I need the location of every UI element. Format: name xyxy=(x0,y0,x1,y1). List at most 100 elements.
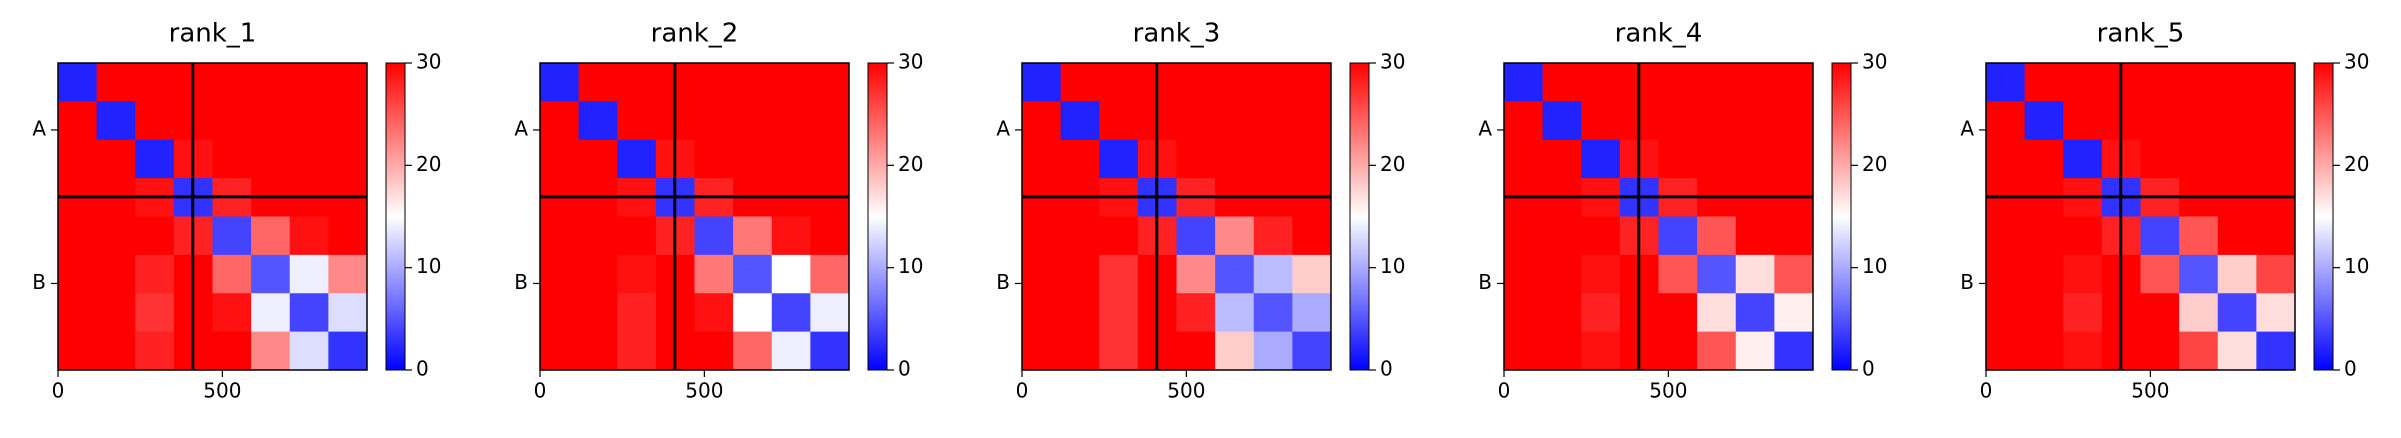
heatmap-cell xyxy=(289,63,329,102)
heatmap-cell xyxy=(771,216,811,256)
heatmap-cell xyxy=(1986,331,2026,371)
heatmap-cell xyxy=(58,139,98,179)
colorbar-tick-label: 10 xyxy=(416,254,441,278)
heatmap-cell xyxy=(2140,293,2180,333)
heatmap-cell xyxy=(2217,139,2257,179)
colorbar-tick-label: 30 xyxy=(1380,50,1405,74)
heatmap-cell xyxy=(135,216,175,256)
heatmap-cell xyxy=(289,331,329,371)
y-tick-label: A xyxy=(514,116,528,140)
heatmap-cell xyxy=(289,293,329,333)
heatmap-cell xyxy=(2063,254,2103,294)
colorbar xyxy=(1349,62,1370,371)
heatmap-cell xyxy=(2063,293,2103,333)
colorbar xyxy=(385,62,406,371)
heatmap-cell xyxy=(1542,331,1582,371)
heatmap-cell xyxy=(617,216,657,256)
heatmap-cell xyxy=(1099,101,1139,141)
heatmap-cell xyxy=(2063,331,2103,371)
heatmap-cell xyxy=(2179,216,2219,256)
heatmap-cell xyxy=(328,101,368,141)
heatmap-cell xyxy=(251,254,291,294)
heatmap-cell xyxy=(617,101,657,141)
heatmap-cell xyxy=(96,139,136,179)
heatmap-cell xyxy=(1735,293,1775,333)
heatmap-cell xyxy=(1060,139,1100,179)
heatmap-cell xyxy=(771,331,811,371)
heatmap-cell xyxy=(1253,63,1293,102)
heatmap-cell xyxy=(1542,254,1582,294)
heatmap-cell xyxy=(2024,101,2064,141)
x-tick-label: 500 xyxy=(1649,379,1687,403)
colorbar-tick-label: 20 xyxy=(1380,152,1405,176)
colorbar-tick-label: 30 xyxy=(898,50,923,74)
heatmap-cell xyxy=(1022,331,1062,371)
heatmap-cell xyxy=(694,101,734,141)
colorbar-tick-label: 10 xyxy=(898,254,923,278)
heatmap-cell xyxy=(1986,139,2026,179)
heatmap-cell xyxy=(694,331,734,371)
heatmap-cell xyxy=(733,63,773,102)
heatmap-cell xyxy=(135,139,175,179)
heatmap-cell xyxy=(1176,293,1216,333)
heatmap-cell xyxy=(1060,293,1100,333)
heatmap-cell xyxy=(1176,101,1216,141)
heatmap-cell xyxy=(1658,63,1698,102)
colorbar xyxy=(2313,62,2334,371)
heatmap-cell xyxy=(1774,63,1814,102)
heatmap-cell xyxy=(212,331,252,371)
heatmap-cell xyxy=(1504,101,1544,141)
heatmap-cell xyxy=(2063,216,2103,256)
heatmap-cell xyxy=(1060,216,1100,256)
heatmap-cell xyxy=(2024,216,2064,256)
heatmap-cell xyxy=(1099,139,1139,179)
heatmap-cell xyxy=(1253,216,1293,256)
colorbar-tick-label: 10 xyxy=(1380,254,1405,278)
heatmap-cell xyxy=(1735,216,1775,256)
heatmap-cell xyxy=(1504,63,1544,102)
heatmap-cell xyxy=(694,139,734,179)
heatmap-cell xyxy=(540,293,580,333)
y-tick-label: B xyxy=(1960,270,1974,294)
heatmap-cell xyxy=(1292,101,1332,141)
heatmap-cell xyxy=(1022,139,1062,179)
heatmap-cell xyxy=(1099,254,1139,294)
heatmap-cell xyxy=(58,331,98,371)
heatmap-cell xyxy=(1292,216,1332,256)
plot-frame xyxy=(1021,62,1332,371)
heatmap-cell xyxy=(540,63,580,102)
colorbar xyxy=(867,62,888,371)
heatmap-cell xyxy=(1215,254,1255,294)
heatmap-cell xyxy=(1658,139,1698,179)
heatmap-cell xyxy=(1060,63,1100,102)
heatmap-cell xyxy=(771,101,811,141)
heatmap-cell xyxy=(810,216,850,256)
y-tick-label: A xyxy=(996,116,1010,140)
heatmap-cell xyxy=(251,331,291,371)
heatmap-cell xyxy=(1022,216,1062,256)
heatmap-cell xyxy=(2256,293,2296,333)
heatmap-cell xyxy=(1581,254,1621,294)
heatmap-cell xyxy=(2256,63,2296,102)
heatmap-cell xyxy=(1253,139,1293,179)
panel-title: rank_3 xyxy=(1133,19,1221,49)
heatmap-cell xyxy=(328,139,368,179)
heatmap-cell xyxy=(2179,254,2219,294)
heatmap-cell xyxy=(1697,139,1737,179)
heatmap-cell xyxy=(1697,331,1737,371)
heatmap-cell xyxy=(1542,293,1582,333)
heatmap-cell xyxy=(1253,331,1293,371)
y-tick-label: B xyxy=(996,270,1010,294)
heatmap-cell xyxy=(96,293,136,333)
heatmap-cell xyxy=(2140,139,2180,179)
heatmap-cell xyxy=(2217,63,2257,102)
heatmap-cell xyxy=(540,101,580,141)
heatmap-cell xyxy=(1176,254,1216,294)
x-tick-label: 0 xyxy=(1980,379,1993,403)
heatmap-cell xyxy=(1986,101,2026,141)
y-tick-label: B xyxy=(32,270,46,294)
heatmap-cell xyxy=(1542,216,1582,256)
heatmap-cell xyxy=(1774,216,1814,256)
heatmap-cell xyxy=(1504,331,1544,371)
